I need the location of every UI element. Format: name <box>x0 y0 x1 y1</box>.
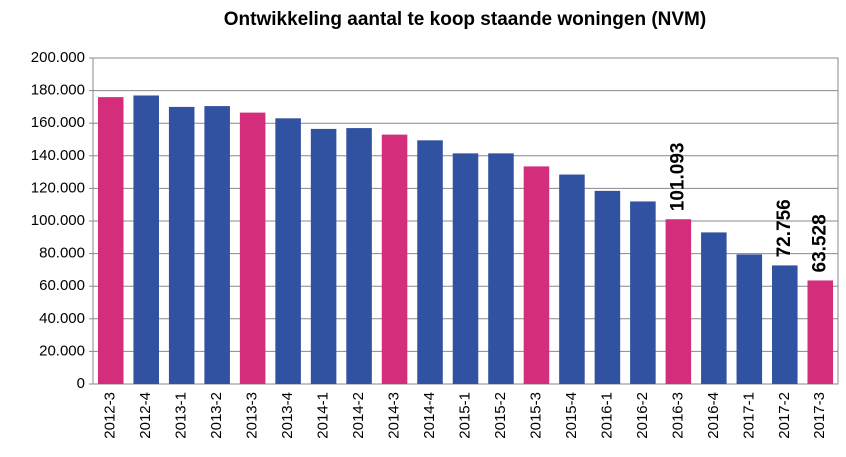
y-tick-label: 0 <box>77 375 85 392</box>
bar <box>736 254 763 384</box>
x-tick-label: 2012-3 <box>102 392 119 439</box>
x-tick-label: 2017-1 <box>740 392 757 439</box>
chart-title: Ontwikkeling aantal te koop staande woni… <box>224 9 706 30</box>
bar <box>630 201 656 384</box>
x-tick-label: 2014-3 <box>386 392 403 439</box>
bar <box>168 106 195 385</box>
bar <box>807 280 834 384</box>
y-tick-label: 40.000 <box>39 310 85 327</box>
x-tick-label: 2016-2 <box>634 392 651 439</box>
x-tick-label: 2014-4 <box>421 392 438 439</box>
value-label: 72.756 <box>774 199 795 257</box>
bar <box>488 153 514 384</box>
bar <box>523 166 550 384</box>
bar <box>381 134 408 384</box>
x-tick-label: 2013-1 <box>173 392 190 439</box>
x-tick-label: 2015-2 <box>492 392 509 439</box>
x-tick-label: 2013-2 <box>208 392 225 439</box>
x-tick-label: 2016-4 <box>705 392 722 439</box>
bar <box>772 265 798 384</box>
x-tick-label: 2017-3 <box>811 392 828 439</box>
bar <box>275 118 301 384</box>
x-tick-label: 2013-4 <box>279 392 296 439</box>
x-tick-label: 2012-4 <box>137 392 154 439</box>
y-tick-label: 60.000 <box>39 277 85 294</box>
y-tick-label: 100.000 <box>31 212 85 229</box>
bar <box>346 128 372 384</box>
value-label: 63.528 <box>809 214 830 272</box>
y-tick-label: 120.000 <box>31 179 85 196</box>
y-tick-label: 160.000 <box>31 114 85 131</box>
y-tick-label: 140.000 <box>31 147 85 164</box>
y-tick-label: 200.000 <box>31 49 85 66</box>
x-tick-label: 2016-1 <box>598 392 615 439</box>
x-tick-label: 2013-3 <box>244 392 261 439</box>
bar <box>204 106 230 385</box>
y-tick-label: 180.000 <box>31 82 85 99</box>
y-tick-label: 80.000 <box>39 245 85 262</box>
x-tick-label: 2014-1 <box>315 392 332 439</box>
bar <box>310 128 337 384</box>
bar <box>594 190 621 384</box>
x-tick-label: 2015-4 <box>563 392 580 439</box>
bar <box>133 95 159 385</box>
bar <box>665 219 692 384</box>
y-tick-label: 20.000 <box>39 342 85 359</box>
value-label: 101.093 <box>667 143 688 212</box>
bar <box>701 232 727 384</box>
bar <box>452 153 479 384</box>
bar <box>97 97 124 385</box>
x-tick-label: 2017-2 <box>776 392 793 439</box>
x-tick-label: 2015-1 <box>456 392 473 439</box>
x-tick-label: 2015-3 <box>527 392 544 439</box>
bar <box>559 174 585 384</box>
bar <box>417 140 443 384</box>
x-tick-label: 2014-2 <box>350 392 367 439</box>
x-tick-label: 2016-3 <box>669 392 686 439</box>
bar <box>239 112 266 384</box>
